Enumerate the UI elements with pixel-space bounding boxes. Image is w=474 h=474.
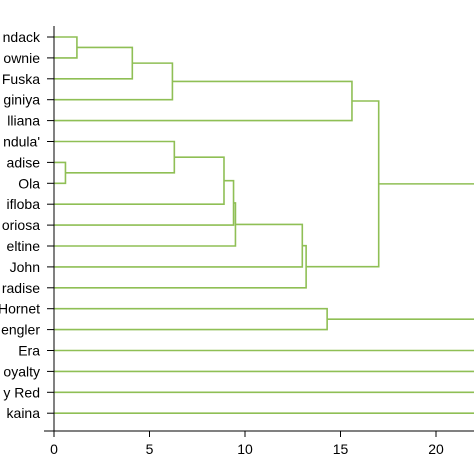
leaf-label: giniya: [3, 92, 40, 108]
leaf-label: John: [10, 259, 40, 275]
x-tick-label: 15: [333, 441, 349, 457]
leaf-label: lliana: [7, 113, 40, 129]
x-tick-label: 10: [237, 441, 253, 457]
leaf-label: y Red: [3, 384, 40, 400]
x-axis: 0 5 10 15 20: [44, 430, 474, 457]
leaf-label: oyalty: [3, 363, 40, 379]
dendrogram-link: [306, 100, 380, 268]
dendrogram-link: [54, 307, 328, 331]
leaf-label: ownie: [3, 50, 40, 66]
leaf-label: Fuska: [2, 71, 40, 87]
leaf-label: adise: [7, 154, 41, 170]
leaf-labels: ndack ownie Fuska giniya lliana ndula' adise Ol…: [0, 29, 54, 421]
dendrogram-link: [54, 36, 78, 59]
leaf-label: ndack: [3, 29, 41, 45]
dendrogram-link: [54, 140, 176, 174]
dendrogram-links: [54, 36, 474, 415]
leaf-label: Hornet: [0, 301, 40, 317]
dendrogram-link: [54, 80, 353, 122]
leaf-label: engler: [1, 322, 40, 338]
x-tick-label: 20: [428, 441, 444, 457]
leaf-label: oriosa: [2, 217, 40, 233]
dendrogram-link: [54, 156, 225, 205]
leaf-label: eltine: [7, 238, 41, 254]
dendrogram-link: [54, 161, 67, 185]
x-tick-label: 5: [146, 441, 154, 457]
dendrogram-link: [54, 62, 174, 101]
dendrogram-link: [54, 46, 134, 80]
leaf-label: Ola: [18, 175, 40, 191]
dendrogram-link: [54, 179, 235, 226]
leaf-label: Era: [18, 343, 40, 359]
x-tick-label: 0: [50, 441, 58, 457]
leaf-label: kaina: [7, 405, 41, 421]
leaf-label: radise: [2, 280, 40, 296]
leaf-label: ndula': [3, 134, 40, 150]
leaf-label: ifloba: [7, 196, 41, 212]
